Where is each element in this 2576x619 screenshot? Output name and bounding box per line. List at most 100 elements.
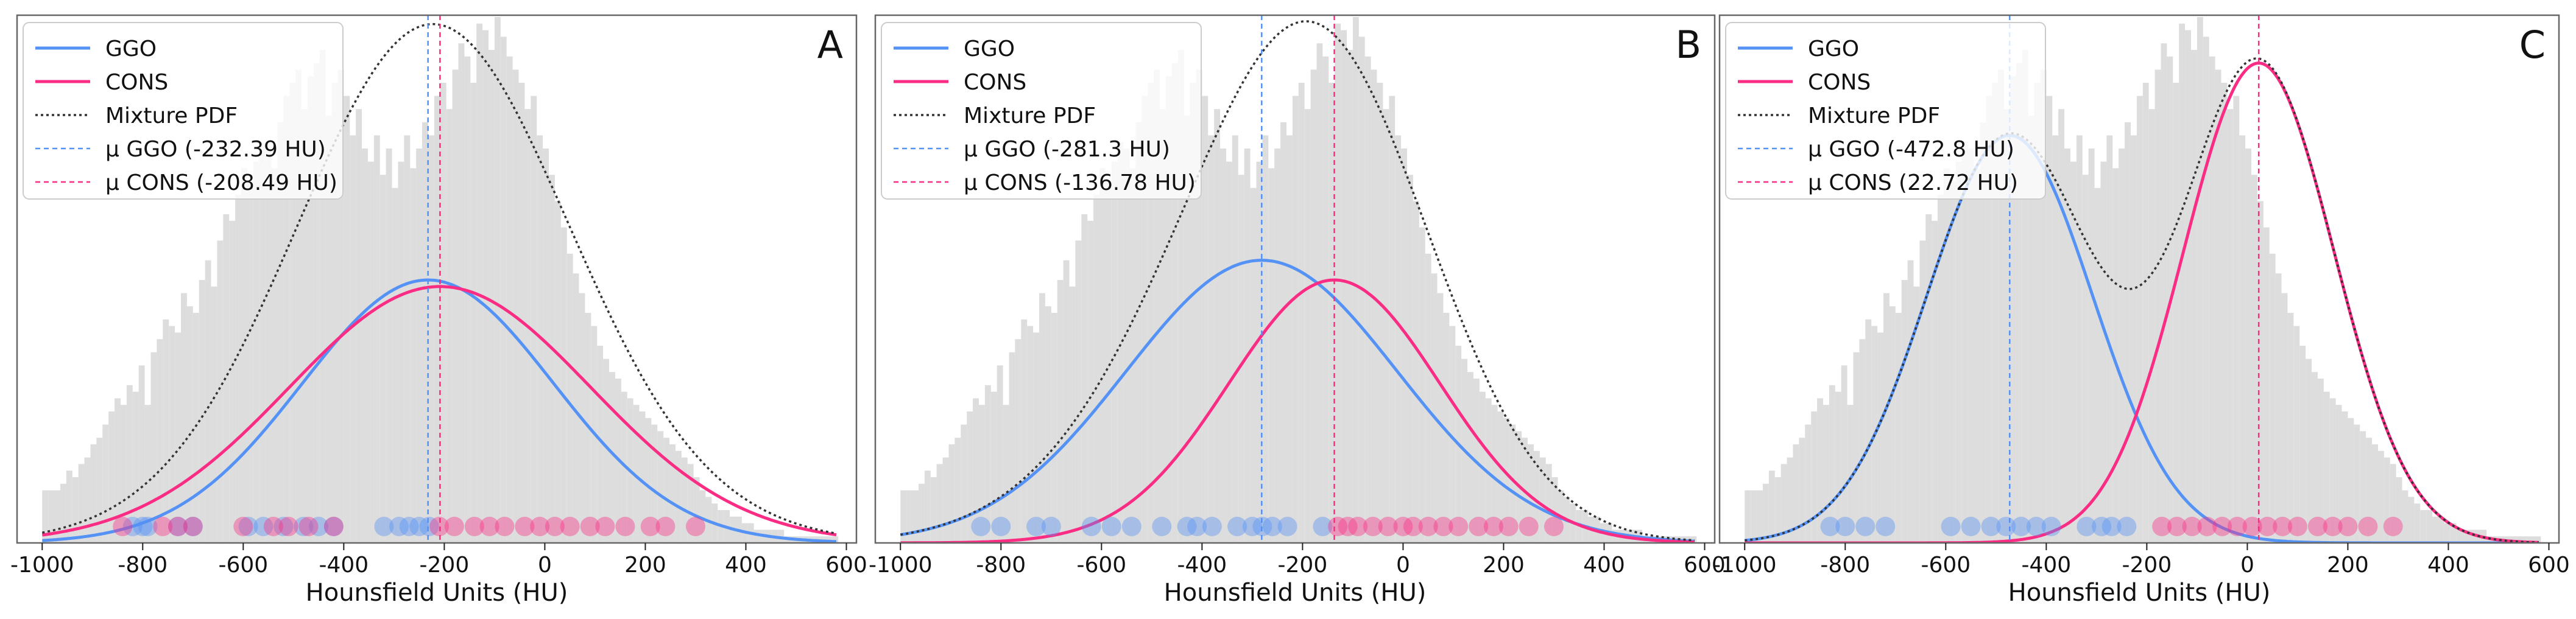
histogram-bar	[307, 76, 314, 543]
cons-point	[1328, 517, 1348, 536]
histogram-bar	[2257, 201, 2264, 543]
histogram-bar	[54, 490, 60, 543]
panel-letter: B	[1675, 23, 1701, 67]
cons-point	[545, 517, 565, 536]
histogram-bar	[2354, 424, 2360, 543]
histogram-bar	[1811, 411, 1818, 543]
histogram-bar	[1533, 450, 1540, 543]
cons-point	[2182, 517, 2202, 536]
histogram-bar	[1244, 149, 1251, 543]
histogram-bar	[1485, 398, 1492, 543]
histogram	[900, 17, 1697, 543]
histogram-bar	[2190, 50, 2197, 543]
histogram-bar	[1177, 50, 1184, 543]
histogram-bar	[1346, 50, 1353, 543]
cons-point	[1544, 517, 1564, 536]
histogram-bar	[96, 438, 103, 543]
x-tick-label: -1000	[869, 553, 933, 578]
histogram-bar	[936, 464, 943, 543]
histogram-bar	[1413, 201, 1419, 543]
cons-point	[263, 517, 283, 536]
cons-point	[1483, 517, 1503, 536]
histogram-bar	[66, 470, 72, 543]
histogram-bar	[476, 23, 483, 543]
cons-point	[2152, 517, 2172, 536]
ggo-point	[1081, 517, 1101, 536]
ggo-point	[1026, 517, 1046, 536]
histogram-bar	[2360, 431, 2366, 543]
ggo-point	[1835, 517, 1855, 536]
cons-point	[2323, 517, 2343, 536]
histogram-bar	[2233, 96, 2240, 543]
histogram-bar	[1528, 444, 1534, 543]
mixture-pdf-curve	[900, 20, 1695, 542]
histogram-bar	[699, 490, 706, 543]
histogram-bar	[1503, 418, 1510, 543]
axes-frame	[874, 14, 1716, 544]
x-tick-label: -400	[2021, 553, 2071, 578]
histogram-bar	[554, 201, 561, 543]
cons-point	[1519, 517, 1539, 536]
histogram-bar	[1015, 339, 1022, 543]
histogram-bar	[2125, 122, 2131, 543]
histogram-bar	[2510, 536, 2517, 543]
legend-label: GGO	[1808, 37, 1859, 61]
histogram-bar	[1226, 161, 1232, 543]
histogram-bar	[428, 135, 434, 543]
histogram-bar	[488, 50, 495, 543]
histogram-bar	[1117, 142, 1124, 543]
cons-point	[323, 517, 344, 536]
ggo-curve	[1745, 133, 2539, 543]
cons-point	[479, 517, 499, 536]
histogram-bar	[2215, 69, 2221, 543]
histogram-bar	[990, 391, 997, 543]
histogram-bar	[2438, 516, 2444, 543]
histogram-bar	[325, 116, 332, 543]
histogram-bar	[416, 149, 423, 543]
cons-point	[1378, 517, 1398, 536]
histogram-bar	[1757, 490, 1763, 543]
x-tick-label: -800	[976, 553, 1026, 578]
histogram-bar	[1437, 293, 1444, 543]
histogram-bar	[2161, 43, 2167, 543]
ggo-point	[273, 517, 294, 536]
cons-point	[464, 517, 484, 536]
histogram-bar	[163, 319, 169, 543]
histogram-bar	[1539, 457, 1546, 543]
histogram-bar	[386, 149, 392, 543]
cons-point	[444, 517, 464, 536]
panel-c: -1000 -800 -600 -400 -200 0 200 400 600 Hounsfiel…	[1713, 14, 2570, 607]
histogram-bar	[973, 398, 979, 543]
x-tick-label: 600	[825, 553, 867, 578]
ggo-point	[1252, 517, 1272, 536]
histogram-bar	[157, 339, 163, 543]
histogram-bar	[1955, 161, 1962, 543]
histogram-bar	[537, 135, 543, 543]
histogram-bar	[2522, 536, 2529, 543]
cons-point	[1363, 517, 1383, 536]
cons-point	[429, 517, 450, 536]
histogram-bar	[1286, 135, 1293, 543]
histogram-bar	[1992, 83, 1999, 543]
legend-label: μ CONS (-136.78 HU)	[964, 170, 1196, 195]
ggo-point	[323, 517, 344, 536]
x-tick-label: 0	[1396, 553, 1410, 578]
cons-point	[2227, 517, 2247, 536]
histogram-bar	[48, 490, 55, 543]
histogram-bar	[120, 405, 127, 543]
histogram-bar	[1039, 293, 1045, 543]
histogram-bar	[2323, 391, 2330, 543]
histogram-bar	[2227, 109, 2234, 543]
histogram-bar	[2317, 379, 2324, 543]
histogram-bar	[1238, 175, 1244, 543]
cons-point	[2273, 517, 2293, 536]
histogram-bar	[1165, 76, 1172, 543]
x-tick-label: -200	[2122, 553, 2172, 578]
histogram-bar	[2209, 56, 2215, 543]
histogram-bar	[42, 490, 49, 543]
histogram-bar	[924, 470, 931, 543]
cons-point	[2358, 517, 2378, 536]
cons-point	[2212, 517, 2232, 536]
histogram-bar	[687, 464, 694, 543]
histogram-bar	[108, 411, 115, 543]
